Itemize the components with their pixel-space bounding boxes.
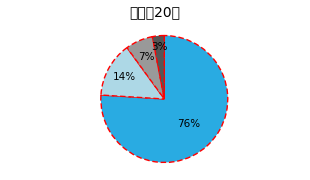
Wedge shape: [127, 37, 164, 99]
Wedge shape: [101, 35, 228, 163]
Text: 3%: 3%: [151, 42, 168, 52]
Text: 7%: 7%: [138, 52, 154, 62]
Text: 14%: 14%: [113, 72, 136, 82]
Title: うち、20代: うち、20代: [130, 5, 180, 19]
Wedge shape: [101, 48, 164, 99]
Text: 76%: 76%: [177, 120, 200, 129]
Wedge shape: [153, 35, 164, 99]
